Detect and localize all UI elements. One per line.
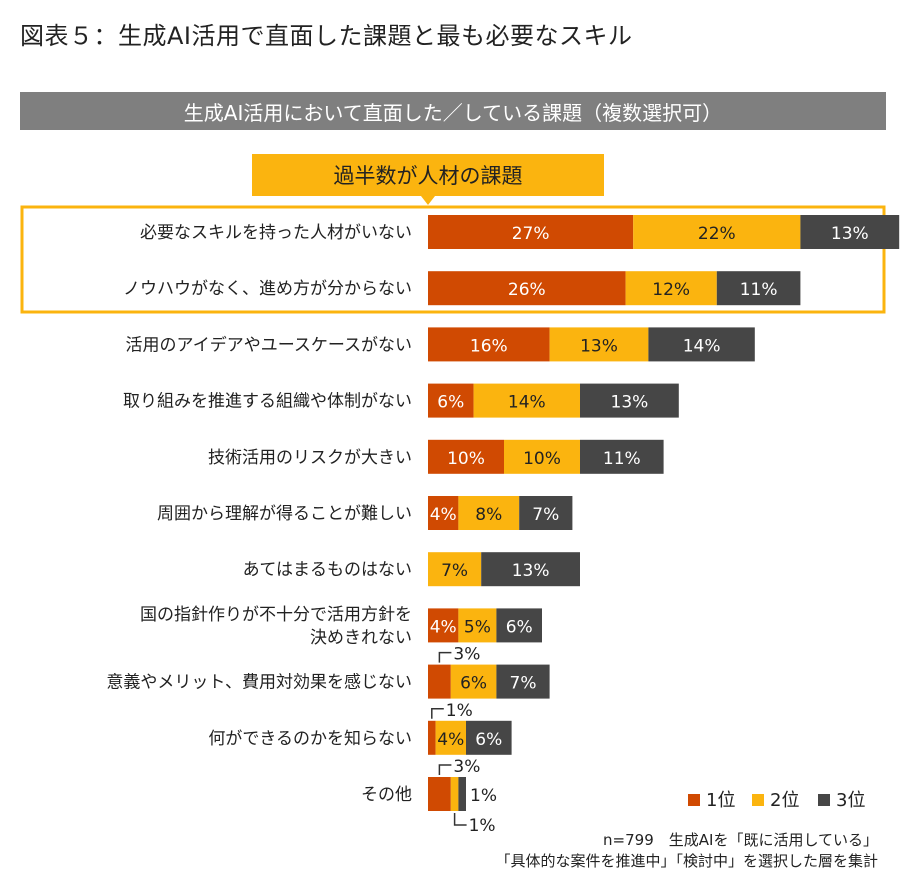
bar-segment-rank-2: [549, 327, 649, 362]
data-label: 22%: [698, 224, 736, 244]
data-label: 11%: [740, 280, 778, 300]
bar-segment-rank-1: [428, 439, 504, 474]
data-label: 7%: [510, 674, 537, 694]
bar-segment-rank-1: [428, 383, 474, 418]
data-label: 6%: [475, 730, 502, 750]
bar-segment-rank-1: [428, 608, 459, 643]
data-label: 7%: [441, 561, 468, 581]
bar-segment-rank-1: [428, 327, 550, 362]
sample-note-line-2: 「具体的な案件を推進中」「検討中」を選択した層を集計: [495, 852, 878, 870]
data-label: 8%: [475, 505, 502, 525]
category-label: 取り組みを推進する組織や体制がない: [123, 392, 412, 412]
data-label: 14%: [508, 393, 546, 413]
bar-segment-rank-3: [481, 552, 580, 587]
category-label: 国の指針作りが不十分で活用方針を決めきれない: [140, 605, 412, 648]
legend-label: 2位: [770, 790, 799, 811]
bar-segment-rank-3: [496, 608, 542, 643]
data-label: 10%: [523, 449, 561, 469]
bar-segment-rank-2: [625, 271, 717, 306]
category-label: あてはまるものはない: [243, 560, 412, 580]
data-label: 13%: [831, 224, 869, 244]
data-label: 3%: [453, 757, 480, 777]
bar-segment-rank-2: [504, 439, 580, 474]
leader-line: [453, 813, 467, 826]
bar-segment-rank-3: [800, 215, 900, 249]
data-label: 6%: [460, 674, 487, 694]
data-label: 3%: [453, 645, 480, 665]
category-label: 意義やメリット、費用対効果を感じない: [106, 673, 412, 693]
bar-segment-rank-3: [519, 496, 573, 530]
leader-line: [438, 764, 452, 775]
data-label: 13%: [611, 393, 649, 413]
bar-segment-rank-1: [428, 777, 451, 811]
data-label: 1%: [470, 786, 497, 806]
bar-segment-rank-3: [716, 271, 801, 306]
bar-segment-rank-2: [450, 777, 459, 811]
highlight-frame: [20, 205, 886, 314]
data-label: 5%: [464, 617, 491, 637]
bar-segment-rank-2: [458, 608, 497, 643]
category-label: 活用のアイデアやユースケースがない: [126, 334, 412, 355]
category-label: 必要なスキルを持った人材がいない: [140, 223, 412, 243]
data-label: 4%: [430, 617, 457, 637]
bar-segment-rank-2: [458, 496, 520, 530]
bar-segment-rank-1: [428, 215, 634, 249]
data-label: 7%: [532, 505, 559, 525]
sample-note-line-1: n=799 生成AIを「既に活用している」: [603, 831, 878, 849]
data-label: 16%: [470, 336, 508, 356]
category-label: 周囲から理解が得ることが難しい: [157, 504, 412, 524]
data-label: 4%: [437, 730, 464, 750]
data-label: 12%: [652, 280, 690, 300]
category-label: 技術活用のリスクが大きい: [208, 448, 412, 468]
bar-segment-rank-2: [428, 552, 482, 587]
sample-note: n=799 生成AIを「既に活用している」 「具体的な案件を推進中」「検討中」を…: [495, 830, 878, 872]
callout-box: 過半数が人材の課題: [252, 154, 604, 196]
data-label: 11%: [603, 449, 641, 469]
bar-segment-rank-3: [648, 327, 755, 362]
bar-segment-rank-1: [428, 271, 626, 306]
bar-segment-rank-2: [633, 215, 801, 249]
bar-segment-rank-3: [466, 720, 512, 755]
leader-line: [431, 708, 444, 719]
bar-segment-rank-2: [450, 664, 497, 699]
figure-title: 図表５：生成AI活用で直面した課題と最も必要なスキル: [20, 22, 633, 50]
data-label: 27%: [512, 224, 550, 244]
bar-segment-rank-3: [496, 664, 550, 699]
data-label: 1%: [469, 816, 496, 836]
bar-segment-rank-1: [428, 664, 451, 699]
legend-label: 3位: [836, 790, 865, 811]
leader-line: [438, 651, 452, 663]
data-label: 26%: [508, 280, 546, 300]
data-label: 4%: [430, 505, 457, 525]
bar-segment-rank-2: [435, 720, 466, 755]
question-banner: 生成AI活用において直面した／している課題（複数選択可）: [20, 92, 886, 130]
bar-segment-rank-1: [428, 720, 436, 755]
bar-segment-rank-1: [428, 496, 459, 530]
data-label: 13%: [512, 561, 550, 581]
data-label: 14%: [683, 336, 721, 356]
category-label: 何ができるのかを知らない: [208, 729, 412, 749]
legend-swatch-rank-1: [688, 794, 700, 806]
data-label: 6%: [437, 393, 464, 413]
callout-pointer: [421, 196, 435, 205]
data-label: 6%: [506, 617, 533, 637]
category-label: その他: [361, 785, 412, 805]
bar-segment-rank-3: [458, 777, 466, 811]
legend-swatch-rank-3: [818, 794, 830, 806]
data-label: 10%: [447, 449, 485, 469]
bar-segment-rank-2: [473, 383, 580, 418]
legend-swatch-rank-2: [752, 794, 764, 806]
category-label: ノウハウがなく、進め方が分からない: [123, 279, 412, 299]
bar-segment-rank-3: [580, 383, 679, 418]
data-label: 13%: [580, 336, 618, 356]
data-label: 1%: [446, 701, 473, 721]
legend-label: 1位: [706, 790, 735, 811]
bar-segment-rank-3: [580, 439, 664, 474]
